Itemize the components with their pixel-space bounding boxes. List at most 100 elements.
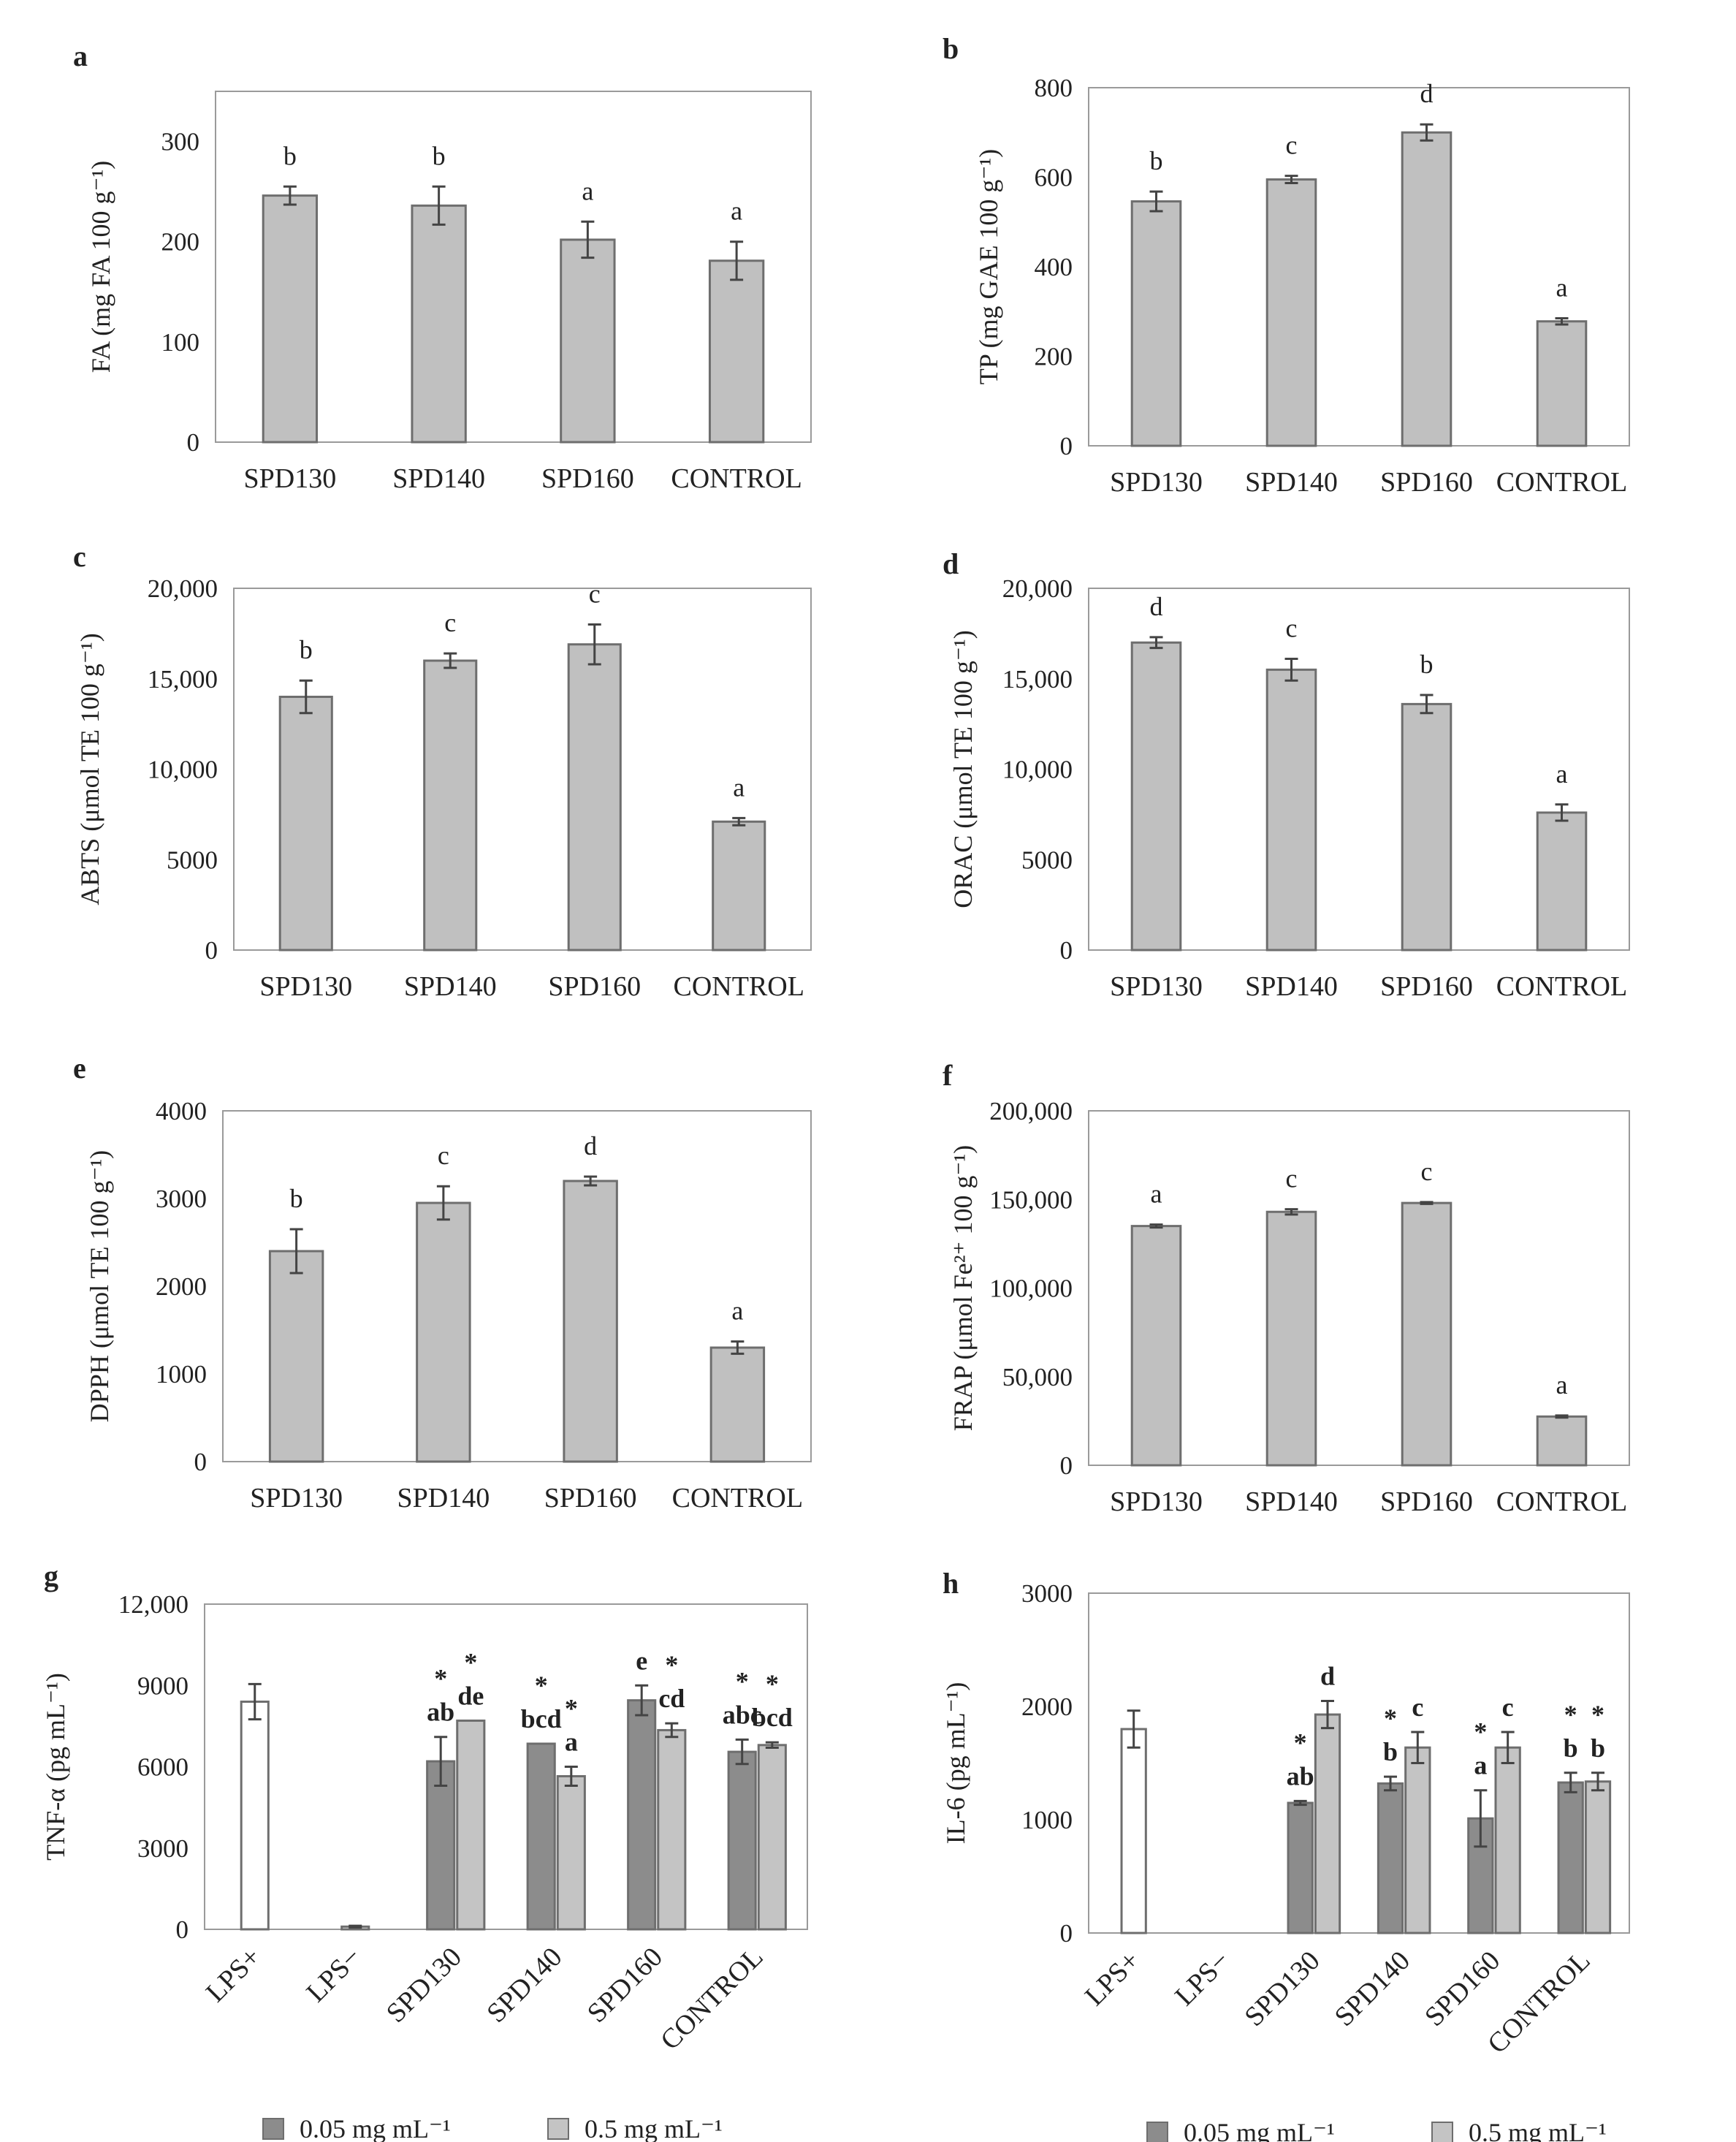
significance-letter: c xyxy=(1286,131,1298,160)
significance-letter: a xyxy=(1151,1180,1162,1209)
x-tick-label: CONTROL xyxy=(655,1942,769,2056)
significance-letter: a xyxy=(1556,273,1568,302)
significance-letter: a xyxy=(731,197,742,226)
bar xyxy=(1536,1415,1588,1467)
bar-series-1 xyxy=(1467,1817,1494,1934)
significance-letter: b xyxy=(290,1184,303,1213)
significance-letter: b xyxy=(300,635,313,664)
bar-reference xyxy=(240,1701,270,1931)
error-bar xyxy=(1420,123,1434,142)
significance-letter: a xyxy=(1474,1751,1487,1780)
y-tick-label: 2000 xyxy=(1021,1693,1073,1721)
significance-letter: a xyxy=(1556,1370,1568,1399)
significance-star: * xyxy=(535,1671,548,1700)
x-tick-label: SPD130 xyxy=(244,463,337,494)
error-bar xyxy=(1293,1799,1307,1807)
x-tick-label: SPD140 xyxy=(1245,971,1338,1002)
legend-label: 0.5 mg mL⁻¹ xyxy=(1469,2118,1607,2142)
significance-letter: bcd xyxy=(752,1703,793,1732)
x-tick-label: SPD140 xyxy=(404,971,497,1002)
error-bar xyxy=(635,1684,649,1717)
error-bar xyxy=(1384,1775,1398,1792)
significance-letter: d xyxy=(1150,592,1163,621)
error-bar xyxy=(248,1682,262,1721)
x-tick-label: SPD140 xyxy=(481,1942,568,2029)
error-bar xyxy=(564,1766,578,1787)
x-tick-label: SPD160 xyxy=(544,1483,637,1514)
x-tick-label: SPD130 xyxy=(259,971,352,1002)
chart-panel-b: b 0 200 400 600 800 TP (mg GAE 100 g⁻¹) b SPD130… xyxy=(943,32,1630,498)
x-tick-label: SPD160 xyxy=(541,463,634,494)
plot-frame xyxy=(222,1110,812,1462)
y-axis-label: TNF-α (pg mL⁻¹) xyxy=(41,1673,70,1861)
chart-panel-c: c 0 5000 10,000 15,000 20,000 ABTS (μmol TE 10… xyxy=(73,540,812,1002)
bar-series-2 xyxy=(657,1728,687,1931)
y-tick-label: 5000 xyxy=(1021,846,1073,874)
plot-frame xyxy=(1088,1592,1630,1934)
bar-reference xyxy=(1120,1728,1147,1934)
y-tick-label: 3000 xyxy=(137,1834,189,1863)
bar-series-1 xyxy=(1557,1781,1584,1934)
bar-series-2 xyxy=(1314,1713,1341,1934)
y-tick-label: 200,000 xyxy=(989,1097,1073,1125)
bar xyxy=(416,1201,471,1463)
error-bar xyxy=(581,220,595,259)
error-bar xyxy=(732,816,746,827)
bar-series-2 xyxy=(1494,1746,1521,1934)
legend-label: 0.05 mg mL⁻¹ xyxy=(300,2114,451,2142)
significance-letter: ab xyxy=(1287,1761,1314,1790)
error-bar xyxy=(1420,694,1434,715)
bar-series-2 xyxy=(757,1744,787,1931)
y-tick-label: 600 xyxy=(1035,164,1073,192)
bar-series-1 xyxy=(627,1699,657,1931)
significance-letter: c xyxy=(1412,1693,1423,1722)
significance-letter: b xyxy=(1420,650,1434,679)
error-bar xyxy=(283,185,297,206)
significance-letter: c xyxy=(1502,1693,1514,1722)
bar xyxy=(1130,641,1182,952)
bar xyxy=(278,696,333,952)
error-bar xyxy=(299,679,313,715)
y-tick-label: 0 xyxy=(1060,936,1073,965)
error-bar xyxy=(432,185,446,226)
significance-letter: b xyxy=(433,141,446,170)
significance-letter: c xyxy=(589,580,601,609)
x-tick-label: SPD130 xyxy=(1238,1945,1325,2032)
error-bar xyxy=(730,240,744,281)
error-bar xyxy=(289,1228,303,1275)
x-tick-label: LPS− xyxy=(1169,1945,1236,2012)
significance-star: * xyxy=(1591,1700,1604,1729)
bar xyxy=(1401,1201,1453,1467)
significance-letter: b xyxy=(1591,1733,1605,1763)
bar-series-1 xyxy=(727,1750,757,1931)
bar xyxy=(1265,178,1317,447)
y-tick-label: 0 xyxy=(205,936,218,965)
significance-letter: b xyxy=(283,141,297,170)
y-tick-label: 150,000 xyxy=(989,1185,1073,1214)
y-tick-label: 1000 xyxy=(1021,1806,1073,1834)
bar xyxy=(712,820,766,952)
significance-letter: b xyxy=(1150,146,1163,175)
error-bar xyxy=(1320,1699,1334,1730)
significance-star: * xyxy=(1474,1717,1487,1747)
significance-star: * xyxy=(1294,1728,1307,1757)
panel-label: b xyxy=(943,32,959,65)
x-tick-label: SPD140 xyxy=(1245,467,1338,498)
y-axis-label: DPPH (μmol TE 100 g⁻¹) xyxy=(85,1150,114,1422)
bar-series-2 xyxy=(556,1774,586,1931)
bar xyxy=(1265,1210,1317,1467)
significance-star: * xyxy=(736,1666,749,1695)
significance-letter: a xyxy=(1556,759,1568,789)
significance-letter: cd xyxy=(658,1684,685,1713)
error-bar xyxy=(1474,1789,1488,1848)
significance-letter: ab xyxy=(427,1698,454,1727)
x-tick-label: LPS− xyxy=(300,1942,367,2008)
bar xyxy=(567,643,622,952)
bar xyxy=(563,1180,618,1463)
plot-frame xyxy=(233,588,812,951)
y-tick-label: 9000 xyxy=(137,1671,189,1700)
bar-series-1 xyxy=(526,1742,556,1931)
x-tick-label: SPD130 xyxy=(1110,971,1203,1002)
bar xyxy=(1401,702,1453,952)
